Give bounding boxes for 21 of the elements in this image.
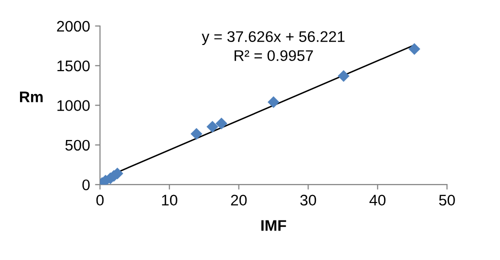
x-tick-label: 20 (231, 194, 247, 206)
y-axis-title: Rm (20, 92, 43, 102)
point (268, 96, 280, 108)
y-tick-label: 0 (82, 179, 90, 190)
point (206, 120, 218, 133)
x-tick-label: 10 (162, 194, 178, 206)
annotation: y = 37.626x + 56.221 (202, 31, 345, 46)
x-axis-title: IMF (261, 220, 286, 231)
point (338, 70, 350, 82)
point (216, 118, 228, 130)
x-tick-label: 30 (300, 194, 316, 206)
annotation: R² = 0.9957 (234, 50, 313, 62)
point (408, 43, 420, 55)
y-tick-label: 500 (65, 140, 90, 151)
x-tick-label: 0 (96, 194, 104, 206)
point (190, 128, 202, 140)
y-tick-label: 1000 (57, 100, 90, 111)
y-tick-label: 2000 (57, 20, 90, 32)
x-tick-label: 50 (439, 194, 455, 206)
y-tick-label: 1500 (57, 60, 90, 72)
x-tick-label: 40 (369, 194, 386, 206)
